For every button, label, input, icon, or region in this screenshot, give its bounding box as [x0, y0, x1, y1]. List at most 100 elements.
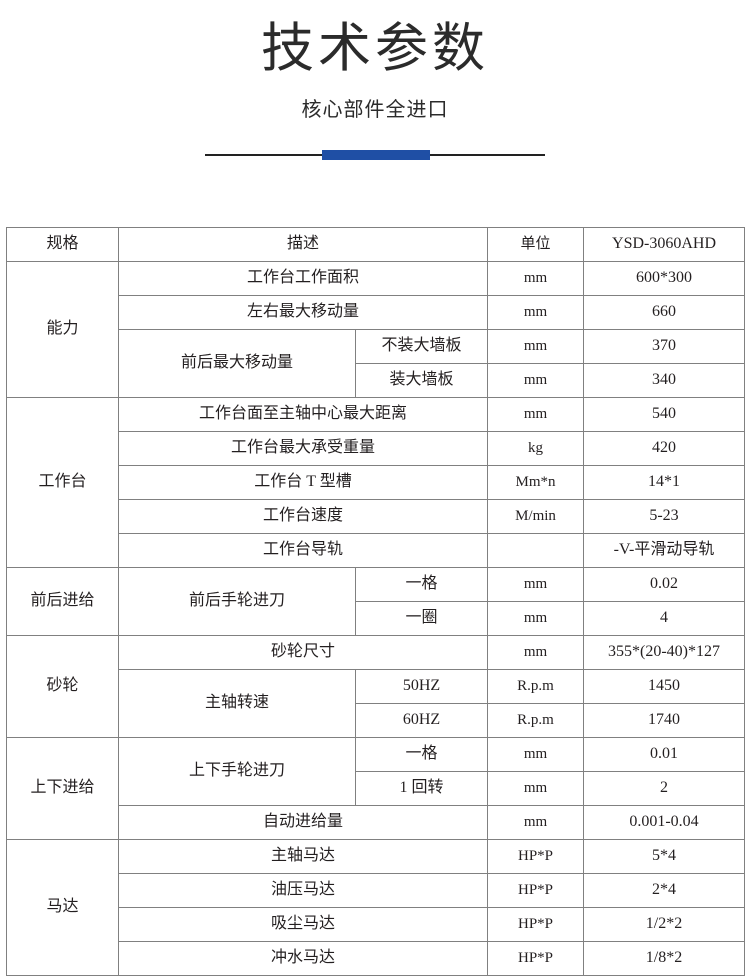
value-cell: 0.02: [583, 567, 746, 602]
value-cell: 1/8*2: [583, 941, 746, 976]
table-row: 砂轮 砂轮尺寸 mm 355*(20-40)*127: [6, 635, 746, 738]
header-cell-spec: 规格: [6, 227, 119, 262]
description-cell: 冲水马达: [117, 941, 489, 976]
unit-cell: HP*P: [487, 941, 585, 976]
value-cell: 660: [583, 295, 746, 330]
description-cell: 工作台速度: [117, 499, 489, 534]
value-cell: 1740: [583, 703, 746, 738]
unit-cell: mm: [487, 635, 585, 670]
description-cell: 工作台导轨: [117, 533, 489, 568]
table-row: 前后进给 前后手轮进刀 一格 mm 0.02: [6, 567, 746, 636]
sub-description-cell: 一圈: [354, 601, 489, 636]
value-cell: 0.01: [583, 737, 746, 772]
value-cell: 1/2*2: [583, 907, 746, 942]
value-cell: 4: [583, 601, 746, 636]
description-cell: 吸尘马达: [117, 907, 489, 942]
unit-cell: mm: [487, 363, 585, 398]
page-title: 技术参数: [261, 18, 489, 79]
category-cell: 砂轮: [6, 635, 119, 738]
title-divider: [205, 148, 545, 162]
value-cell: 600*300: [583, 261, 746, 296]
header-cell-model: YSD-3060AHD: [583, 227, 746, 262]
description-cell: 主轴转速: [118, 669, 356, 738]
unit-cell: M/min: [487, 499, 585, 534]
sub-description-cell: 60HZ: [354, 703, 489, 738]
category-cell: 前后进给: [6, 567, 119, 636]
unit-cell: R.p.m: [487, 703, 585, 738]
unit-cell: mm: [487, 295, 585, 330]
value-cell: 540: [583, 397, 746, 432]
unit-cell: Mm*n: [487, 465, 585, 500]
unit-cell: HP*P: [487, 907, 585, 942]
unit-cell: kg: [487, 431, 585, 466]
spec-table-body: 规格 描述 单位 YSD-3060AHD 能力 工作台工作面积 mm 600*300 左右最大移…: [6, 227, 746, 976]
sub-description-cell: 一格: [354, 567, 489, 602]
description-cell: 工作台面至主轴中心最大距离: [117, 397, 489, 432]
unit-cell: mm: [487, 261, 585, 296]
table-row: 工作台 T 型槽 Mm*n 14*1: [7, 465, 746, 500]
table-row: 马达 主轴马达 HP*P 5*4: [6, 839, 746, 976]
header-cell-unit: 单位: [487, 227, 585, 262]
description-cell: 左右最大移动量: [117, 295, 489, 330]
page-header: 技术参数 核心部件全进口: [0, 0, 750, 162]
unit-cell: R.p.m: [487, 669, 585, 704]
value-cell: -V-平滑动导轨: [583, 533, 746, 568]
sub-description-cell: 一格: [354, 737, 489, 772]
value-cell: 370: [583, 329, 746, 364]
table-row: 左右最大移动量 mm 660: [7, 295, 746, 330]
value-cell: 5-23: [583, 499, 746, 534]
unit-cell: mm: [487, 771, 585, 806]
category-cell: 工作台: [6, 397, 119, 568]
unit-cell: mm: [487, 567, 585, 602]
description-cell: 前后手轮进刀: [118, 567, 356, 636]
unit-cell: HP*P: [487, 873, 585, 908]
value-cell: 14*1: [583, 465, 746, 500]
sub-description-cell: 装大墙板: [354, 363, 489, 398]
description-cell: 上下手轮进刀: [118, 737, 356, 806]
description-cell: 工作台工作面积: [117, 261, 489, 296]
table-row: 工作台导轨 -V-平滑动导轨: [7, 533, 746, 568]
table-row: 装大墙板 mm 340: [7, 363, 746, 398]
description-cell: 主轴马达: [117, 839, 489, 874]
unit-cell: [487, 533, 585, 568]
value-cell: 0.001-0.04: [583, 805, 746, 840]
table-row: 油压马达 HP*P 2*4: [7, 873, 746, 908]
page-subtitle: 核心部件全进口: [301, 97, 449, 122]
table-row: 主轴转速 50HZ R.p.m 1450: [7, 669, 746, 738]
table-row: 前后最大移动量 不装大墙板 mm 370: [7, 329, 746, 398]
table-row: 1 回转 mm 2: [7, 771, 746, 806]
table-row: 能力 工作台工作面积 mm 600*300: [6, 261, 746, 398]
sub-description-cell: 不装大墙板: [354, 329, 489, 364]
value-cell: 355*(20-40)*127: [583, 635, 746, 670]
spec-table-container: 规格 描述 单位 YSD-3060AHD 能力 工作台工作面积 mm 600*300 左右最大移…: [6, 227, 746, 976]
description-cell: 自动进给量: [117, 805, 489, 840]
description-cell: 砂轮尺寸: [117, 635, 489, 670]
value-cell: 420: [583, 431, 746, 466]
unit-cell: mm: [487, 805, 585, 840]
unit-cell: HP*P: [487, 839, 585, 874]
category-cell: 上下进给: [6, 737, 119, 840]
category-cell: 马达: [6, 839, 119, 976]
value-cell: 5*4: [583, 839, 746, 874]
description-cell: 工作台最大承受重量: [117, 431, 489, 466]
description-cell: 工作台 T 型槽: [117, 465, 489, 500]
table-header-row: 规格 描述 单位 YSD-3060AHD: [6, 227, 746, 262]
value-cell: 340: [583, 363, 746, 398]
unit-cell: mm: [487, 329, 585, 364]
sub-description-cell: 50HZ: [354, 669, 489, 704]
table-row: 吸尘马达 HP*P 1/2*2: [7, 907, 746, 942]
table-row: 上下进给 上下手轮进刀 一格 mm 0.01: [6, 737, 746, 840]
description-cell: 油压马达: [117, 873, 489, 908]
unit-cell: mm: [487, 601, 585, 636]
unit-cell: mm: [487, 737, 585, 772]
spec-table: 规格 描述 单位 YSD-3060AHD 能力 工作台工作面积 mm 600*300 左右最大移…: [6, 227, 746, 976]
table-row: 60HZ R.p.m 1740: [7, 703, 746, 738]
header-cell-description: 描述: [117, 227, 489, 262]
value-cell: 2: [583, 771, 746, 806]
sub-description-cell: 1 回转: [354, 771, 489, 806]
table-row: 工作台 工作台面至主轴中心最大距离 mm 540: [6, 397, 746, 568]
description-cell: 前后最大移动量: [118, 329, 356, 398]
value-cell: 2*4: [583, 873, 746, 908]
table-row: 自动进给量 mm 0.001-0.04: [7, 805, 746, 840]
category-cell: 能力: [6, 261, 119, 398]
